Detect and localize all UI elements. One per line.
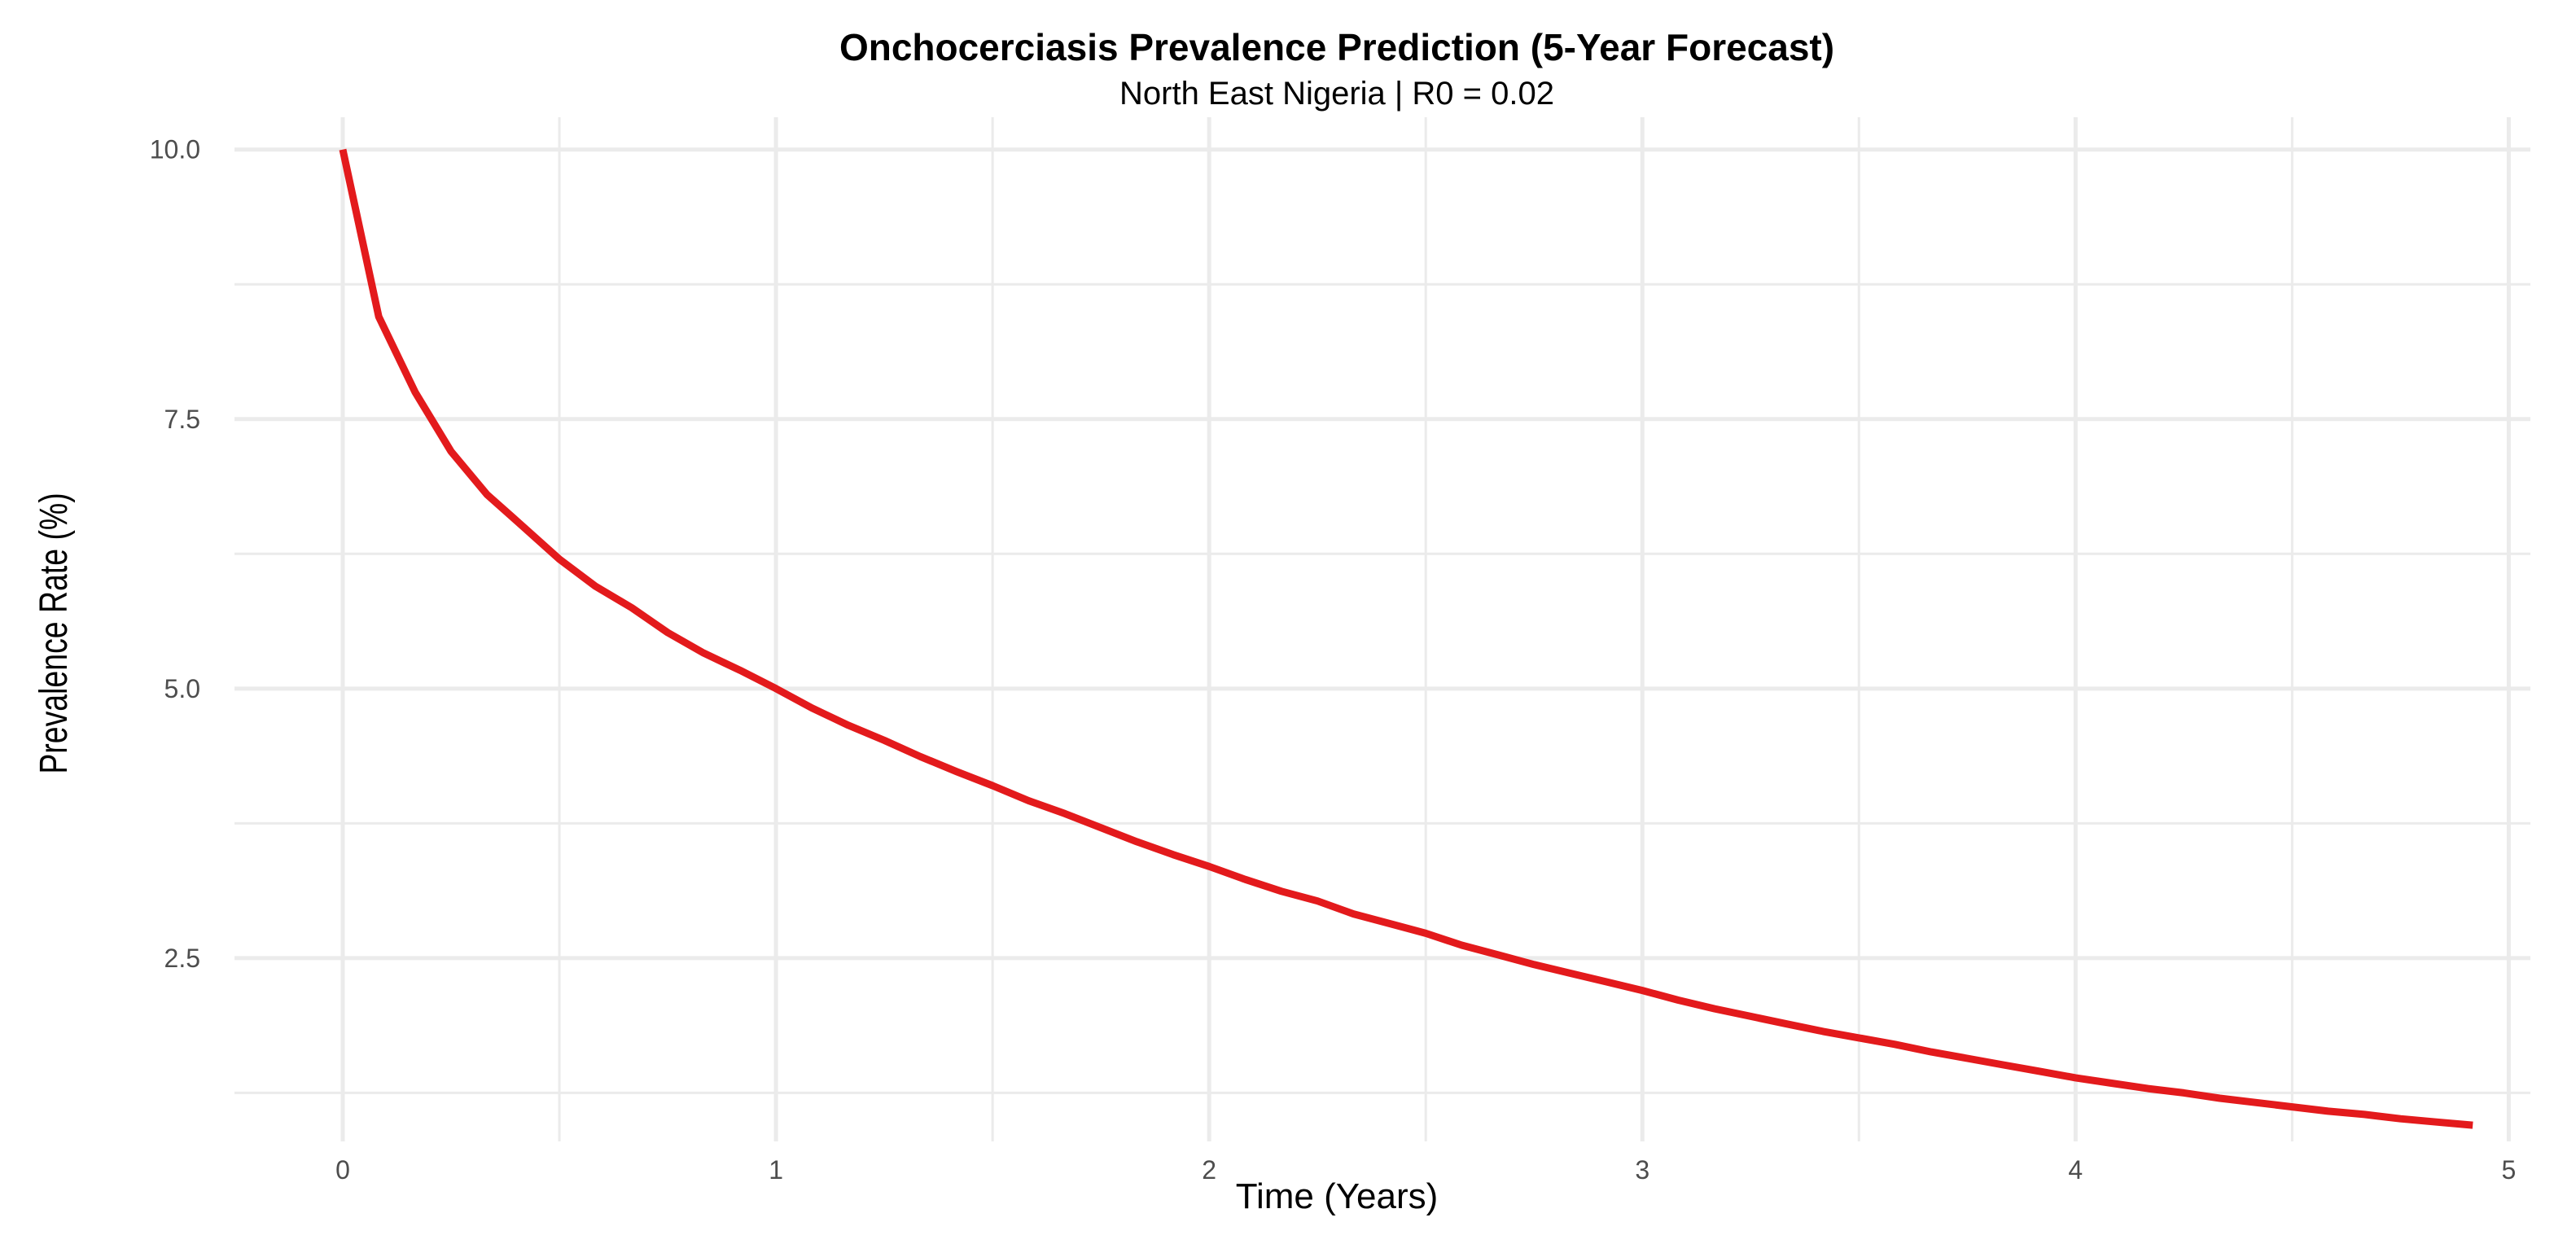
y-tick-label: 2.5: [164, 944, 200, 973]
x-tick-label: 4: [2068, 1155, 2083, 1185]
chart-subtitle: North East Nigeria | R0 = 0.02: [1119, 76, 1554, 112]
x-tick-label: 2: [1202, 1155, 1216, 1185]
x-tick-label: 5: [2501, 1155, 2516, 1185]
y-tick-label: 7.5: [164, 405, 200, 434]
grid-layer: [234, 117, 2530, 1141]
x-axis: 0 1 2 3 4 5: [335, 1155, 2516, 1185]
x-tick-label: 3: [1635, 1155, 1649, 1185]
series-layer: [339, 148, 2473, 1129]
prevalence-series-line: [339, 148, 2473, 1129]
x-tick-label: 1: [769, 1155, 783, 1185]
y-tick-label: 10.0: [150, 135, 200, 164]
y-axis: 2.5 5.0 7.5 10.0: [150, 135, 200, 973]
y-tick-label: 5.0: [164, 674, 200, 703]
x-tick-label: 0: [335, 1155, 350, 1185]
x-axis-label: Time (Years): [1236, 1176, 1439, 1216]
chart-title: Onchocerciasis Prevalence Prediction (5-…: [839, 26, 1834, 68]
y-axis-label: Prevalence Rate (%): [33, 493, 77, 773]
